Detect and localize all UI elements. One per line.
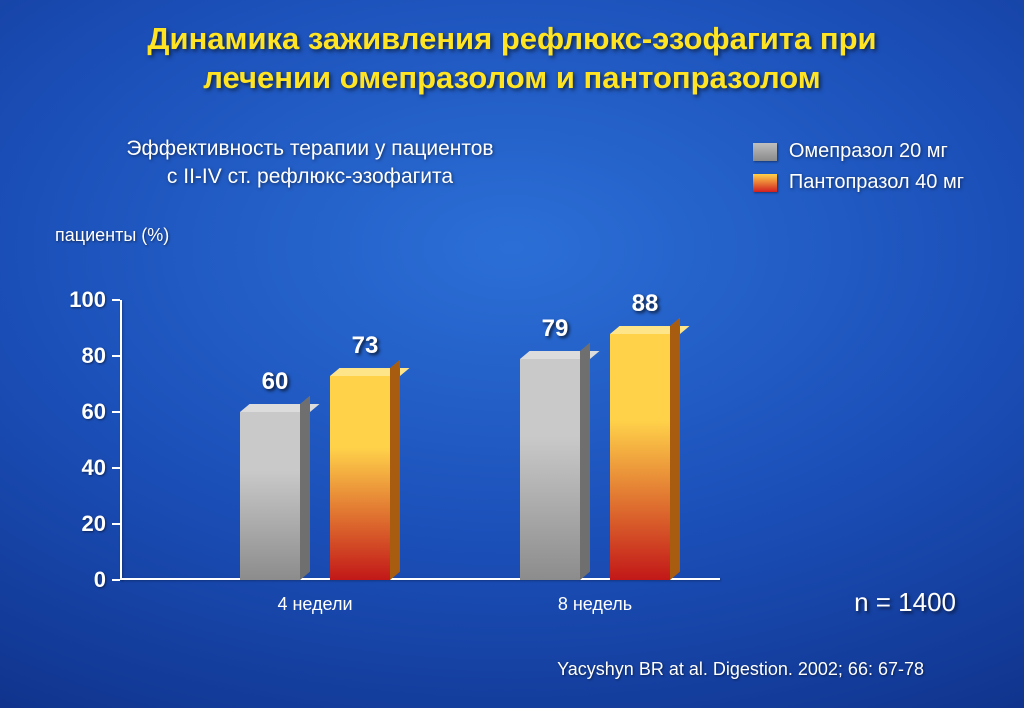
legend-swatch-pantoprazole	[753, 174, 777, 192]
legend-label-pantoprazole: Пантопразол 40 мг	[789, 171, 964, 194]
bar-chart: 02040608010060734 недели79888 недель	[120, 270, 740, 580]
title-line2: лечении омепразолом и пантопразолом	[203, 60, 820, 95]
bar-pantoprazole	[610, 334, 670, 580]
y-tick-mark	[112, 411, 120, 413]
y-tick-mark	[112, 523, 120, 525]
legend-item-pantoprazole: Пантопразол 40 мг	[753, 171, 964, 194]
bar-value-label: 60	[262, 368, 289, 396]
slide-title: Динамика заживления рефлюкс-эзофагита пр…	[0, 20, 1024, 98]
y-tick-mark	[112, 355, 120, 357]
bar-omeprazole	[520, 359, 580, 580]
legend: Омепразол 20 мг Пантопразол 40 мг	[753, 140, 964, 202]
y-axis-label: пациенты (%)	[55, 225, 169, 246]
y-tick-mark	[112, 467, 120, 469]
category-label: 8 недель	[558, 580, 632, 615]
y-tick-mark	[112, 579, 120, 581]
subtitle-line2: с II-IV ст. рефлюкс-эзофагита	[167, 165, 453, 188]
bar-pantoprazole	[330, 376, 390, 580]
y-tick-mark	[112, 299, 120, 301]
sample-size-note: n = 1400	[854, 587, 956, 618]
legend-swatch-omeprazole	[753, 143, 777, 161]
title-line1: Динамика заживления рефлюкс-эзофагита пр…	[147, 21, 876, 56]
citation: Yacyshyn BR at al. Digestion. 2002; 66: …	[557, 659, 924, 680]
legend-item-omeprazole: Омепразол 20 мг	[753, 140, 964, 163]
category-label: 4 недели	[277, 580, 352, 615]
bar-value-label: 88	[632, 290, 659, 318]
bar-value-label: 73	[352, 332, 379, 360]
subtitle-line1: Эффективность терапии у пациентов	[126, 137, 493, 160]
y-axis	[120, 300, 122, 580]
slide: Динамика заживления рефлюкс-эзофагита пр…	[0, 0, 1024, 708]
bar-value-label: 79	[542, 315, 569, 343]
legend-label-omeprazole: Омепразол 20 мг	[789, 140, 948, 163]
bar-omeprazole	[240, 412, 300, 580]
subtitle: Эффективность терапии у пациентов с II-I…	[90, 135, 530, 192]
